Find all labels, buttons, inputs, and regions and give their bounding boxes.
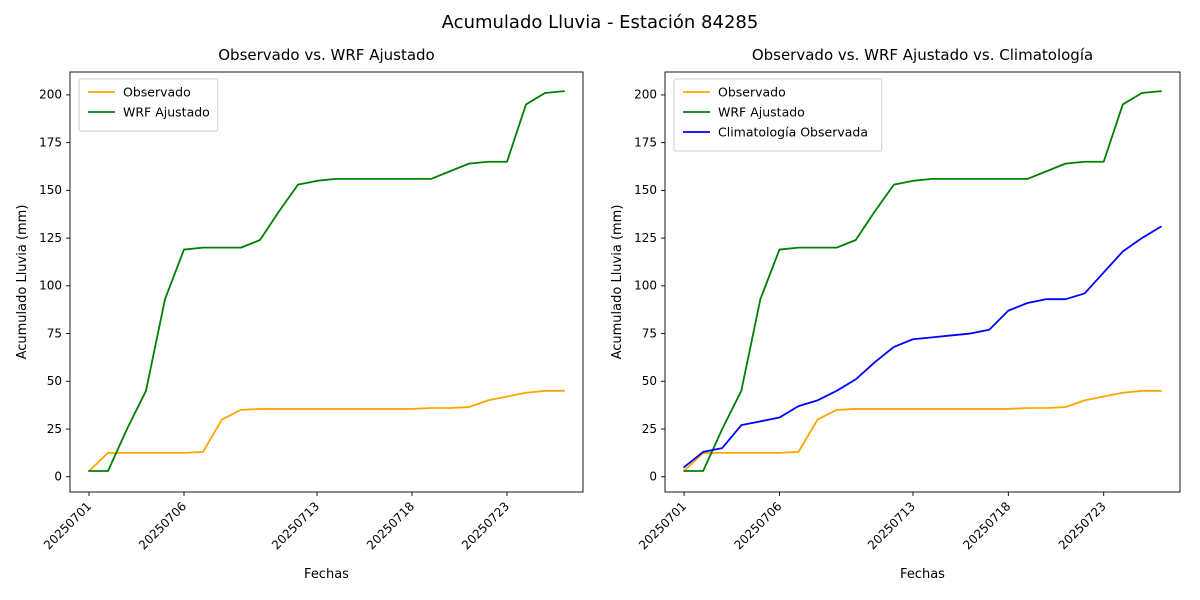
- x-tick-label: 20250701: [41, 499, 94, 552]
- x-axis-label: Fechas: [304, 567, 349, 582]
- x-tick-label: 20250706: [136, 499, 189, 552]
- y-tick-label: 25: [47, 422, 62, 436]
- x-tick-label: 20250718: [364, 499, 417, 552]
- x-tick-label: 20250723: [459, 499, 512, 552]
- y-tick-label: 0: [54, 470, 62, 484]
- series-line-wrf-ajustado: [683, 90, 1162, 472]
- y-tick-label: 125: [634, 231, 657, 245]
- y-tick-label: 150: [39, 183, 62, 197]
- y-tick-label: 100: [634, 279, 657, 293]
- y-axis-label: Acumulado Lluvia (mm): [610, 205, 625, 360]
- figure-title: Acumulado Lluvia - Estación 84285: [441, 12, 759, 33]
- legend-label-observado: Observado: [123, 84, 191, 99]
- legend-label-wrf-ajustado: WRF Ajustado: [123, 104, 210, 119]
- y-tick-label: 100: [39, 279, 62, 293]
- x-tick-label: 20250713: [865, 499, 918, 552]
- legend-label-wrf-ajustado: WRF Ajustado: [718, 104, 805, 119]
- left-chart: Observado vs. WRF Ajustado 0 25 50 75 100 125 1…: [15, 46, 584, 582]
- legend-label-climatologia-observada: Climatología Observada: [718, 124, 868, 139]
- plot-area: [69, 71, 584, 493]
- y-tick-label: 125: [39, 231, 62, 245]
- y-tick-label: 150: [634, 183, 657, 197]
- series-line-observado: [683, 389, 1162, 472]
- x-tick-label: 20250706: [731, 499, 784, 552]
- series-line-wrf-ajustado: [88, 90, 565, 472]
- y-tick-label: 50: [642, 374, 657, 388]
- legend: [673, 78, 883, 152]
- x-axis-label: Fechas: [900, 567, 945, 582]
- y-tick-label: 0: [649, 470, 657, 484]
- y-tick-label: 175: [634, 135, 657, 149]
- right-chart: Observado vs. WRF Ajustado vs. Climatolo…: [610, 46, 1181, 582]
- x-tick-label: 20250701: [636, 499, 689, 552]
- legend-label-observado: Observado: [718, 84, 786, 99]
- x-tick-label: 20250713: [269, 499, 322, 552]
- x-tick-label: 20250723: [1056, 499, 1109, 552]
- y-tick-label: 200: [39, 88, 62, 102]
- x-tick-label: 20250718: [960, 499, 1013, 552]
- series-line-climatologia-observada: [683, 225, 1162, 469]
- axes-title: Observado vs. WRF Ajustado vs. Climatolo…: [752, 46, 1093, 64]
- y-tick-label: 75: [642, 326, 657, 340]
- y-tick-label: 200: [634, 88, 657, 102]
- series-line-observado: [88, 389, 565, 472]
- y-tick-label: 25: [642, 422, 657, 436]
- y-tick-label: 175: [39, 135, 62, 149]
- y-tick-label: 50: [47, 374, 62, 388]
- y-axis-label: Acumulado Lluvia (mm): [15, 205, 30, 360]
- axes-title: Observado vs. WRF Ajustado: [218, 46, 434, 64]
- y-tick-label: 75: [47, 326, 62, 340]
